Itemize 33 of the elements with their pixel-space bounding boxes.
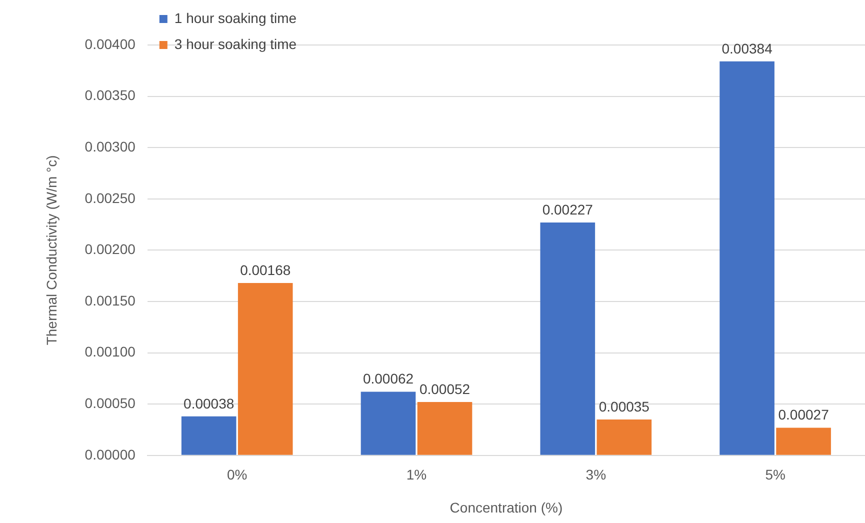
bar: [540, 222, 596, 455]
y-tick-label: 0.00100: [84, 344, 136, 360]
data-label: 0.00027: [778, 406, 830, 423]
data-label: 0.00384: [722, 40, 773, 56]
y-tick-label: 0.00050: [84, 394, 136, 411]
y-tick-label: 0.00200: [84, 241, 136, 258]
bar: [720, 61, 774, 455]
bar: [596, 419, 652, 455]
x-tick-label: 1%: [406, 466, 427, 483]
y-tick-label: 0.00000: [84, 446, 136, 462]
x-axis-title: Concentration (%): [450, 499, 563, 516]
bar: [181, 416, 236, 455]
bar: [776, 428, 831, 455]
bar: [417, 402, 472, 455]
data-label: 0.00168: [240, 262, 291, 278]
y-tick-label: 0.00250: [84, 190, 136, 206]
x-tick-label: 3%: [586, 466, 606, 483]
y-tick-label: 0.00350: [84, 87, 136, 104]
legend-label: 1 hour soaking time: [174, 10, 297, 26]
y-tick-label: 0.00400: [84, 36, 136, 52]
data-label: 0.00038: [184, 395, 234, 412]
y-tick-label: 0.00300: [84, 138, 136, 154]
x-tick-label: 5%: [765, 466, 786, 483]
legend-label: 3 hour soaking time: [174, 36, 297, 52]
bar: [360, 392, 416, 455]
data-label: 0.00052: [419, 380, 470, 397]
y-tick-label: 0.00150: [84, 292, 136, 308]
data-label: 0.00035: [598, 398, 650, 414]
bar: [238, 283, 293, 455]
data-label: 0.00227: [542, 201, 594, 218]
data-label: 0.00062: [362, 370, 414, 387]
x-tick-label: 0%: [226, 466, 248, 483]
y-axis-title: Thermal Conductivity (W/m °c): [43, 155, 60, 346]
